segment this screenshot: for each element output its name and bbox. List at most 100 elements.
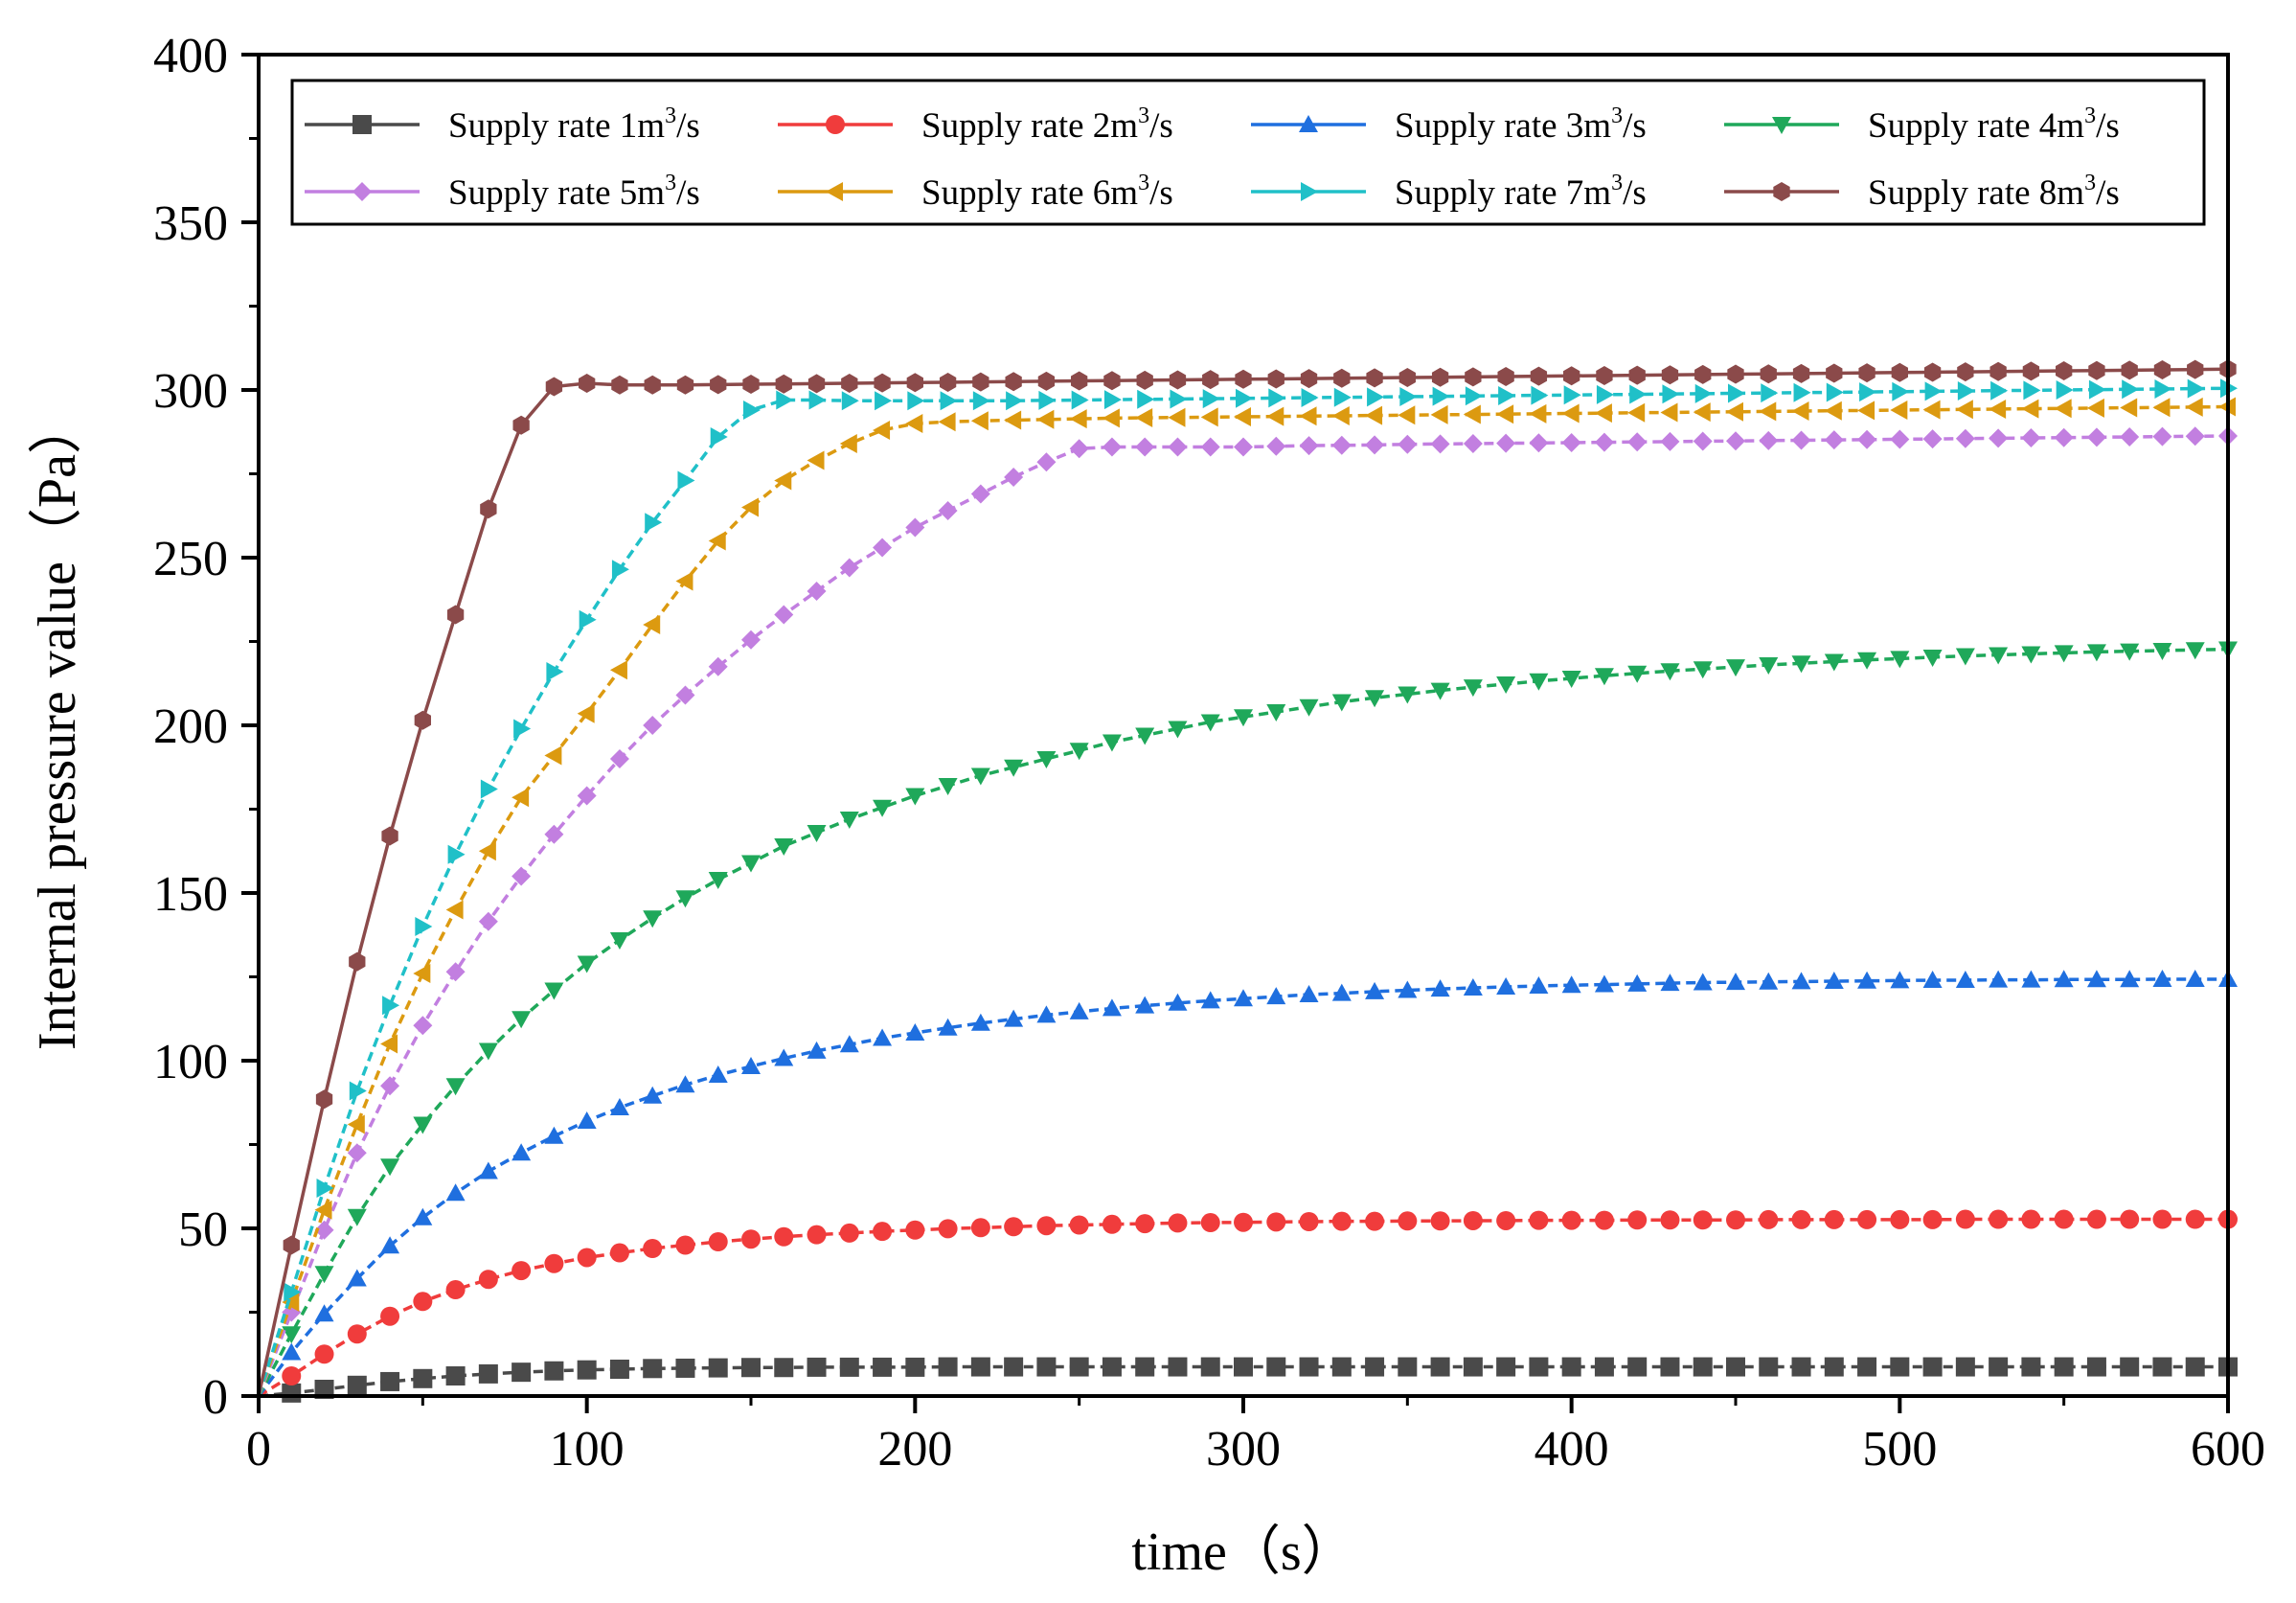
- data-point: [645, 513, 663, 533]
- data-point: [2152, 398, 2171, 418]
- data-point: [609, 1243, 629, 1263]
- data-point: [1200, 1213, 1220, 1233]
- data-point: [1955, 648, 1975, 666]
- data-point: [1627, 973, 1648, 992]
- x-tick-label: 400: [1534, 1422, 1609, 1477]
- data-point: [1299, 698, 1319, 717]
- series-group: [257, 397, 2236, 1397]
- data-point: [2022, 361, 2040, 381]
- data-point: [2120, 643, 2140, 661]
- data-point: [577, 1360, 597, 1380]
- data-point: [1300, 369, 1318, 389]
- data-point: [478, 1270, 498, 1290]
- data-point: [1398, 1211, 1418, 1231]
- data-point: [1791, 1209, 1811, 1229]
- data-point: [2088, 360, 2105, 380]
- data-point: [1498, 385, 1516, 405]
- data-point: [1102, 998, 1122, 1017]
- data-point: [414, 710, 431, 730]
- y-tick-label: 400: [153, 29, 228, 83]
- data-point: [1989, 970, 2009, 988]
- data-point: [1824, 430, 1844, 450]
- data-point: [643, 615, 661, 634]
- data-point: [2086, 398, 2104, 418]
- data-point: [1299, 1357, 1319, 1377]
- data-point: [1398, 368, 1416, 388]
- legend-marker: [1773, 182, 1790, 201]
- data-point: [1726, 1357, 1745, 1377]
- data-point: [1530, 366, 1548, 386]
- data-point: [1824, 1209, 1844, 1229]
- data-point: [938, 1357, 958, 1377]
- data-point: [1791, 655, 1811, 674]
- data-point: [1824, 972, 1844, 990]
- data-point: [675, 685, 695, 705]
- data-point: [1561, 975, 1581, 994]
- data-point: [1333, 387, 1352, 407]
- data-point: [1857, 429, 1877, 449]
- data-point: [774, 605, 794, 625]
- data-point: [1036, 1357, 1057, 1377]
- data-point: [284, 1282, 302, 1302]
- data-point: [873, 421, 891, 440]
- legend-marker: [826, 115, 845, 134]
- data-point: [1365, 1211, 1385, 1231]
- data-point: [839, 558, 859, 578]
- data-point: [1266, 436, 1286, 456]
- data-point: [807, 825, 827, 842]
- data-point: [382, 996, 400, 1016]
- data-point: [741, 1056, 761, 1074]
- data-point: [873, 799, 893, 817]
- legend-label: Supply rate 6m3/s: [921, 171, 1173, 213]
- data-point: [511, 1261, 532, 1281]
- series-line: [257, 404, 2229, 1397]
- data-point: [2120, 1357, 2140, 1377]
- data-point: [1957, 381, 1975, 401]
- data-point: [1989, 399, 2007, 419]
- data-point: [1694, 383, 1713, 403]
- data-point: [807, 1225, 827, 1245]
- data-point: [940, 391, 958, 411]
- data-point: [478, 1161, 498, 1179]
- data-point: [774, 1048, 794, 1066]
- data-point: [1594, 1210, 1614, 1230]
- data-point: [1299, 436, 1319, 456]
- data-point: [2021, 399, 2039, 419]
- data-point: [315, 1089, 333, 1110]
- series-layer: [257, 359, 2238, 1403]
- data-point: [970, 1357, 990, 1377]
- data-point: [1036, 751, 1057, 768]
- data-point: [579, 374, 596, 393]
- data-point: [413, 1016, 433, 1036]
- data-point: [1430, 1211, 1450, 1231]
- data-point: [1430, 1357, 1450, 1377]
- data-point: [282, 1293, 300, 1312]
- data-point: [907, 391, 925, 411]
- data-point: [544, 1126, 564, 1144]
- legend-box: [290, 79, 2206, 226]
- data-point: [1365, 405, 1383, 425]
- series-group: [257, 359, 2237, 1397]
- data-point: [1529, 975, 1549, 994]
- data-point: [314, 1344, 334, 1364]
- data-point: [708, 656, 728, 676]
- data-point: [478, 911, 498, 931]
- data-point: [1266, 704, 1286, 721]
- data-point: [1726, 973, 1745, 991]
- data-point: [2054, 1357, 2074, 1377]
- data-point: [1398, 434, 1418, 454]
- data-point: [544, 745, 562, 766]
- data-point: [512, 415, 530, 435]
- legend-label: Supply rate 8m3/s: [1868, 171, 2120, 213]
- y-tick-label: 300: [153, 364, 228, 419]
- data-point: [939, 372, 957, 392]
- data-point: [644, 375, 661, 395]
- y-tick-label: 0: [203, 1370, 228, 1425]
- data-point: [1331, 405, 1350, 425]
- legend-item: Supply rate 7m3/s: [1251, 171, 1647, 213]
- data-point: [708, 1065, 728, 1084]
- data-point: [2086, 1209, 2106, 1229]
- data-point: [774, 1226, 794, 1247]
- data-point: [1727, 364, 1744, 384]
- data-point: [1922, 971, 1943, 988]
